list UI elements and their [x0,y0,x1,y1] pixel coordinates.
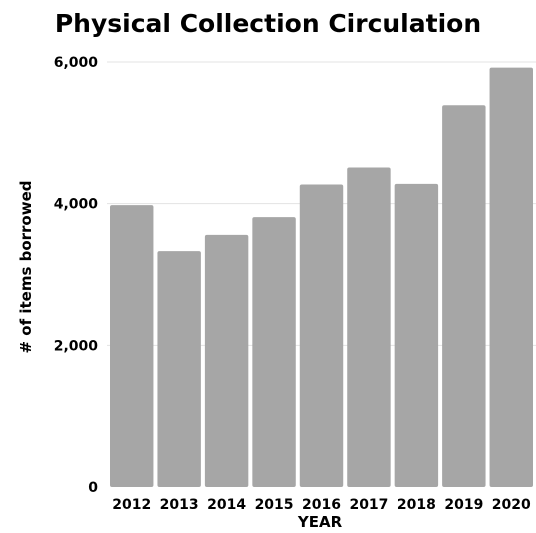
bar-2014 [204,234,249,487]
bar-2018 [394,183,439,488]
bar-2016 [299,184,344,487]
bar-2020 [489,67,533,488]
x-tick-label: 2017 [349,497,388,513]
y-tick-label: 4,000 [54,197,99,213]
bar-2012 [110,205,154,488]
y-axis-title: # of items borrowed [17,180,35,353]
x-tick-label: 2012 [112,497,151,513]
x-tick-label: 2019 [444,497,483,513]
y-tick-label: 0 [88,480,98,496]
bar-2015 [252,217,296,487]
x-tick-label: 2016 [302,497,341,513]
x-axis-title: YEAR [297,513,343,531]
x-tick-label: 2015 [255,497,294,513]
chart-title: Physical Collection Circulation [55,9,481,38]
bar-2019 [442,105,486,487]
x-tick-label: 2018 [397,497,436,513]
bar-2013 [157,251,201,487]
x-tick-label: 2020 [492,497,531,513]
x-tick-label: 2013 [160,497,199,513]
y-tick-label: 2,000 [54,338,99,354]
x-tick-label: 2014 [207,497,246,513]
y-tick-label: 6,000 [54,55,99,71]
x-tick-labels: 2012 2013 2014 2015 2016 2017 2018 2019 2020 [112,497,531,513]
bar-2017 [347,167,391,487]
y-tick-labels: 0 2,000 4,000 6,000 [54,55,99,496]
bars [110,67,533,488]
